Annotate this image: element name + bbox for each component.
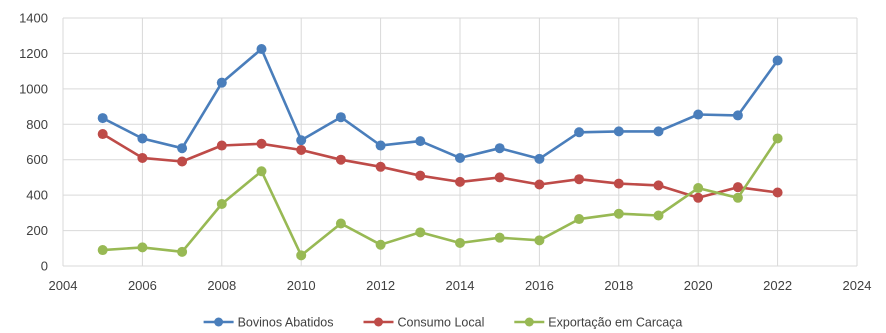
series-3: [97, 133, 783, 261]
y-tick-label: 200: [26, 223, 48, 238]
data-point: [415, 227, 426, 238]
x-tick-label: 2022: [763, 278, 792, 293]
data-point: [613, 178, 624, 189]
x-tick-label: 2010: [287, 278, 316, 293]
legend-marker: [374, 317, 383, 327]
data-point: [574, 127, 585, 138]
data-point: [534, 179, 545, 190]
y-tick-label: 400: [26, 188, 48, 203]
data-point: [415, 170, 426, 181]
data-point: [772, 133, 783, 144]
data-point: [216, 199, 227, 209]
data-point: [494, 143, 505, 154]
data-point: [732, 192, 743, 203]
x-tick-label: 2024: [843, 278, 872, 293]
legend-item: Exportação em Carcaça: [514, 316, 682, 330]
data-point: [772, 55, 783, 66]
data-point: [732, 182, 743, 193]
y-tick-label: 1000: [19, 81, 48, 96]
series-group: [97, 44, 783, 261]
data-point: [256, 44, 267, 54]
y-tick-label: 1400: [19, 11, 48, 26]
x-tick-label: 2008: [207, 278, 236, 293]
legend-marker: [524, 317, 534, 327]
data-point: [375, 161, 386, 172]
x-tick-label: 2004: [49, 278, 78, 293]
data-point: [216, 77, 227, 88]
data-point: [455, 176, 465, 187]
data-point: [97, 245, 108, 256]
grid: [62, 17, 858, 267]
data-point: [732, 110, 743, 121]
y-tick-label: 1200: [19, 46, 48, 61]
y-axis: 0 200 400 600 800 1000 1200 1400: [19, 11, 48, 274]
data-point: [335, 112, 346, 123]
data-point: [653, 126, 664, 137]
data-point: [494, 232, 505, 243]
data-point: [296, 250, 307, 261]
data-point: [772, 187, 783, 198]
series-line: [102, 132, 778, 200]
data-point: [137, 152, 148, 163]
y-tick-label: 0: [41, 259, 48, 274]
data-point: [574, 214, 585, 225]
data-point: [415, 136, 426, 147]
data-point: [296, 144, 307, 155]
data-point: [534, 153, 545, 164]
data-point: [693, 109, 704, 120]
data-point: [613, 208, 624, 219]
series-1: [97, 44, 783, 164]
legend-label: Consumo Local: [398, 316, 485, 330]
data-point: [534, 235, 545, 246]
x-tick-label: 2012: [366, 278, 395, 293]
data-point: [177, 143, 188, 154]
data-point: [335, 154, 346, 165]
legend-item: Bovinos Abatidos: [203, 316, 334, 330]
data-point: [574, 174, 585, 185]
data-point: [693, 192, 704, 203]
data-point: [494, 172, 505, 183]
series-2: [97, 129, 783, 203]
legend: Bovinos Abatidos Consumo Local Exportação …: [203, 316, 682, 330]
series-line: [102, 47, 779, 161]
data-point: [693, 183, 704, 194]
data-point: [375, 140, 386, 151]
data-point: [375, 239, 386, 250]
x-tick-label: 2020: [684, 278, 713, 293]
data-point: [296, 135, 307, 146]
x-tick-label: 2016: [525, 278, 554, 293]
series-line: [102, 137, 779, 257]
data-point: [653, 180, 664, 191]
data-point: [335, 218, 346, 229]
data-point: [216, 140, 227, 151]
data-point: [256, 138, 267, 149]
legend-marker: [214, 317, 224, 327]
data-point: [256, 166, 267, 177]
x-tick-label: 2018: [604, 278, 633, 293]
data-point: [653, 210, 664, 221]
x-tick-label: 2014: [446, 278, 475, 293]
x-tick-label: 2006: [128, 278, 157, 293]
x-axis: 2004 2006 2008 2010 2012 2014 2016 2018 2020 2022…: [49, 278, 872, 293]
data-point: [177, 156, 188, 167]
data-point: [455, 152, 465, 163]
legend-item: Consumo Local: [363, 316, 485, 330]
data-point: [613, 126, 624, 137]
data-point: [97, 113, 108, 124]
legend-label: Bovinos Abatidos: [238, 316, 334, 330]
data-point: [177, 246, 188, 257]
y-tick-label: 600: [26, 152, 48, 167]
data-point: [137, 133, 148, 144]
data-point: [137, 242, 148, 253]
y-tick-label: 800: [26, 117, 48, 132]
legend-label: Exportação em Carcaça: [548, 316, 682, 330]
data-point: [455, 237, 465, 248]
data-point: [97, 129, 108, 140]
